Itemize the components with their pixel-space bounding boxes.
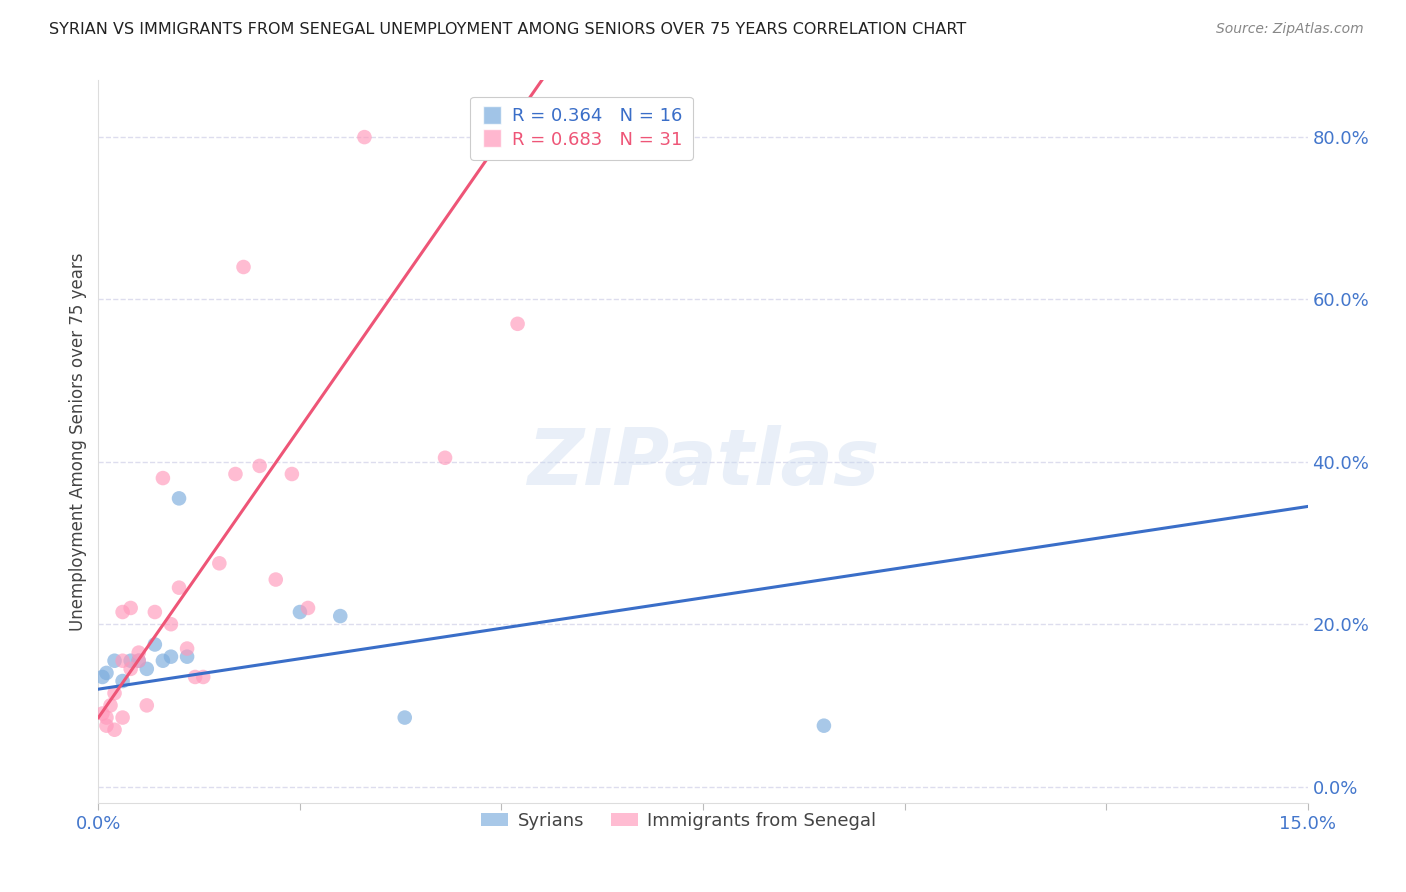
Point [160,649,183,664]
Text: Source: ZipAtlas.com: Source: ZipAtlas.com [1216,22,1364,37]
Legend: Syrians, Immigrants from Senegal: Syrians, Immigrants from Senegal [474,805,883,837]
Point [111,710,134,724]
Point [100,698,122,713]
Point [193,670,215,684]
Point [143,605,166,619]
Point [208,557,231,571]
Point [120,601,142,615]
Point [103,723,125,737]
Point [111,605,134,619]
Point [128,654,150,668]
Point [167,491,190,506]
Point [394,710,416,724]
Point [152,471,174,485]
Text: ZIPatlas: ZIPatlas [527,425,879,501]
Point [264,573,287,587]
Point [96,719,118,733]
Point [297,601,319,615]
Point [91,706,114,721]
Point [249,458,271,473]
Point [506,317,529,331]
Point [96,710,118,724]
Point [135,662,157,676]
Point [288,605,311,619]
Point [111,654,134,668]
Point [232,260,254,274]
Point [128,646,150,660]
Point [143,638,166,652]
Point [128,654,150,668]
Point [160,617,183,632]
Point [176,641,198,656]
Point [152,654,174,668]
Point [353,130,375,145]
Point [813,719,835,733]
Point [281,467,304,481]
Point [184,670,207,684]
Text: SYRIAN VS IMMIGRANTS FROM SENEGAL UNEMPLOYMENT AMONG SENIORS OVER 75 YEARS CORRE: SYRIAN VS IMMIGRANTS FROM SENEGAL UNEMPL… [49,22,966,37]
Point [167,581,190,595]
Point [224,467,246,481]
Point [434,450,457,465]
Point [103,654,125,668]
Point [176,649,198,664]
Point [120,654,142,668]
Point [103,686,125,700]
Point [91,670,114,684]
Y-axis label: Unemployment Among Seniors over 75 years: Unemployment Among Seniors over 75 years [69,252,87,631]
Point [329,609,352,624]
Point [135,698,157,713]
Point [120,662,142,676]
Point [111,673,134,688]
Point [96,665,118,680]
